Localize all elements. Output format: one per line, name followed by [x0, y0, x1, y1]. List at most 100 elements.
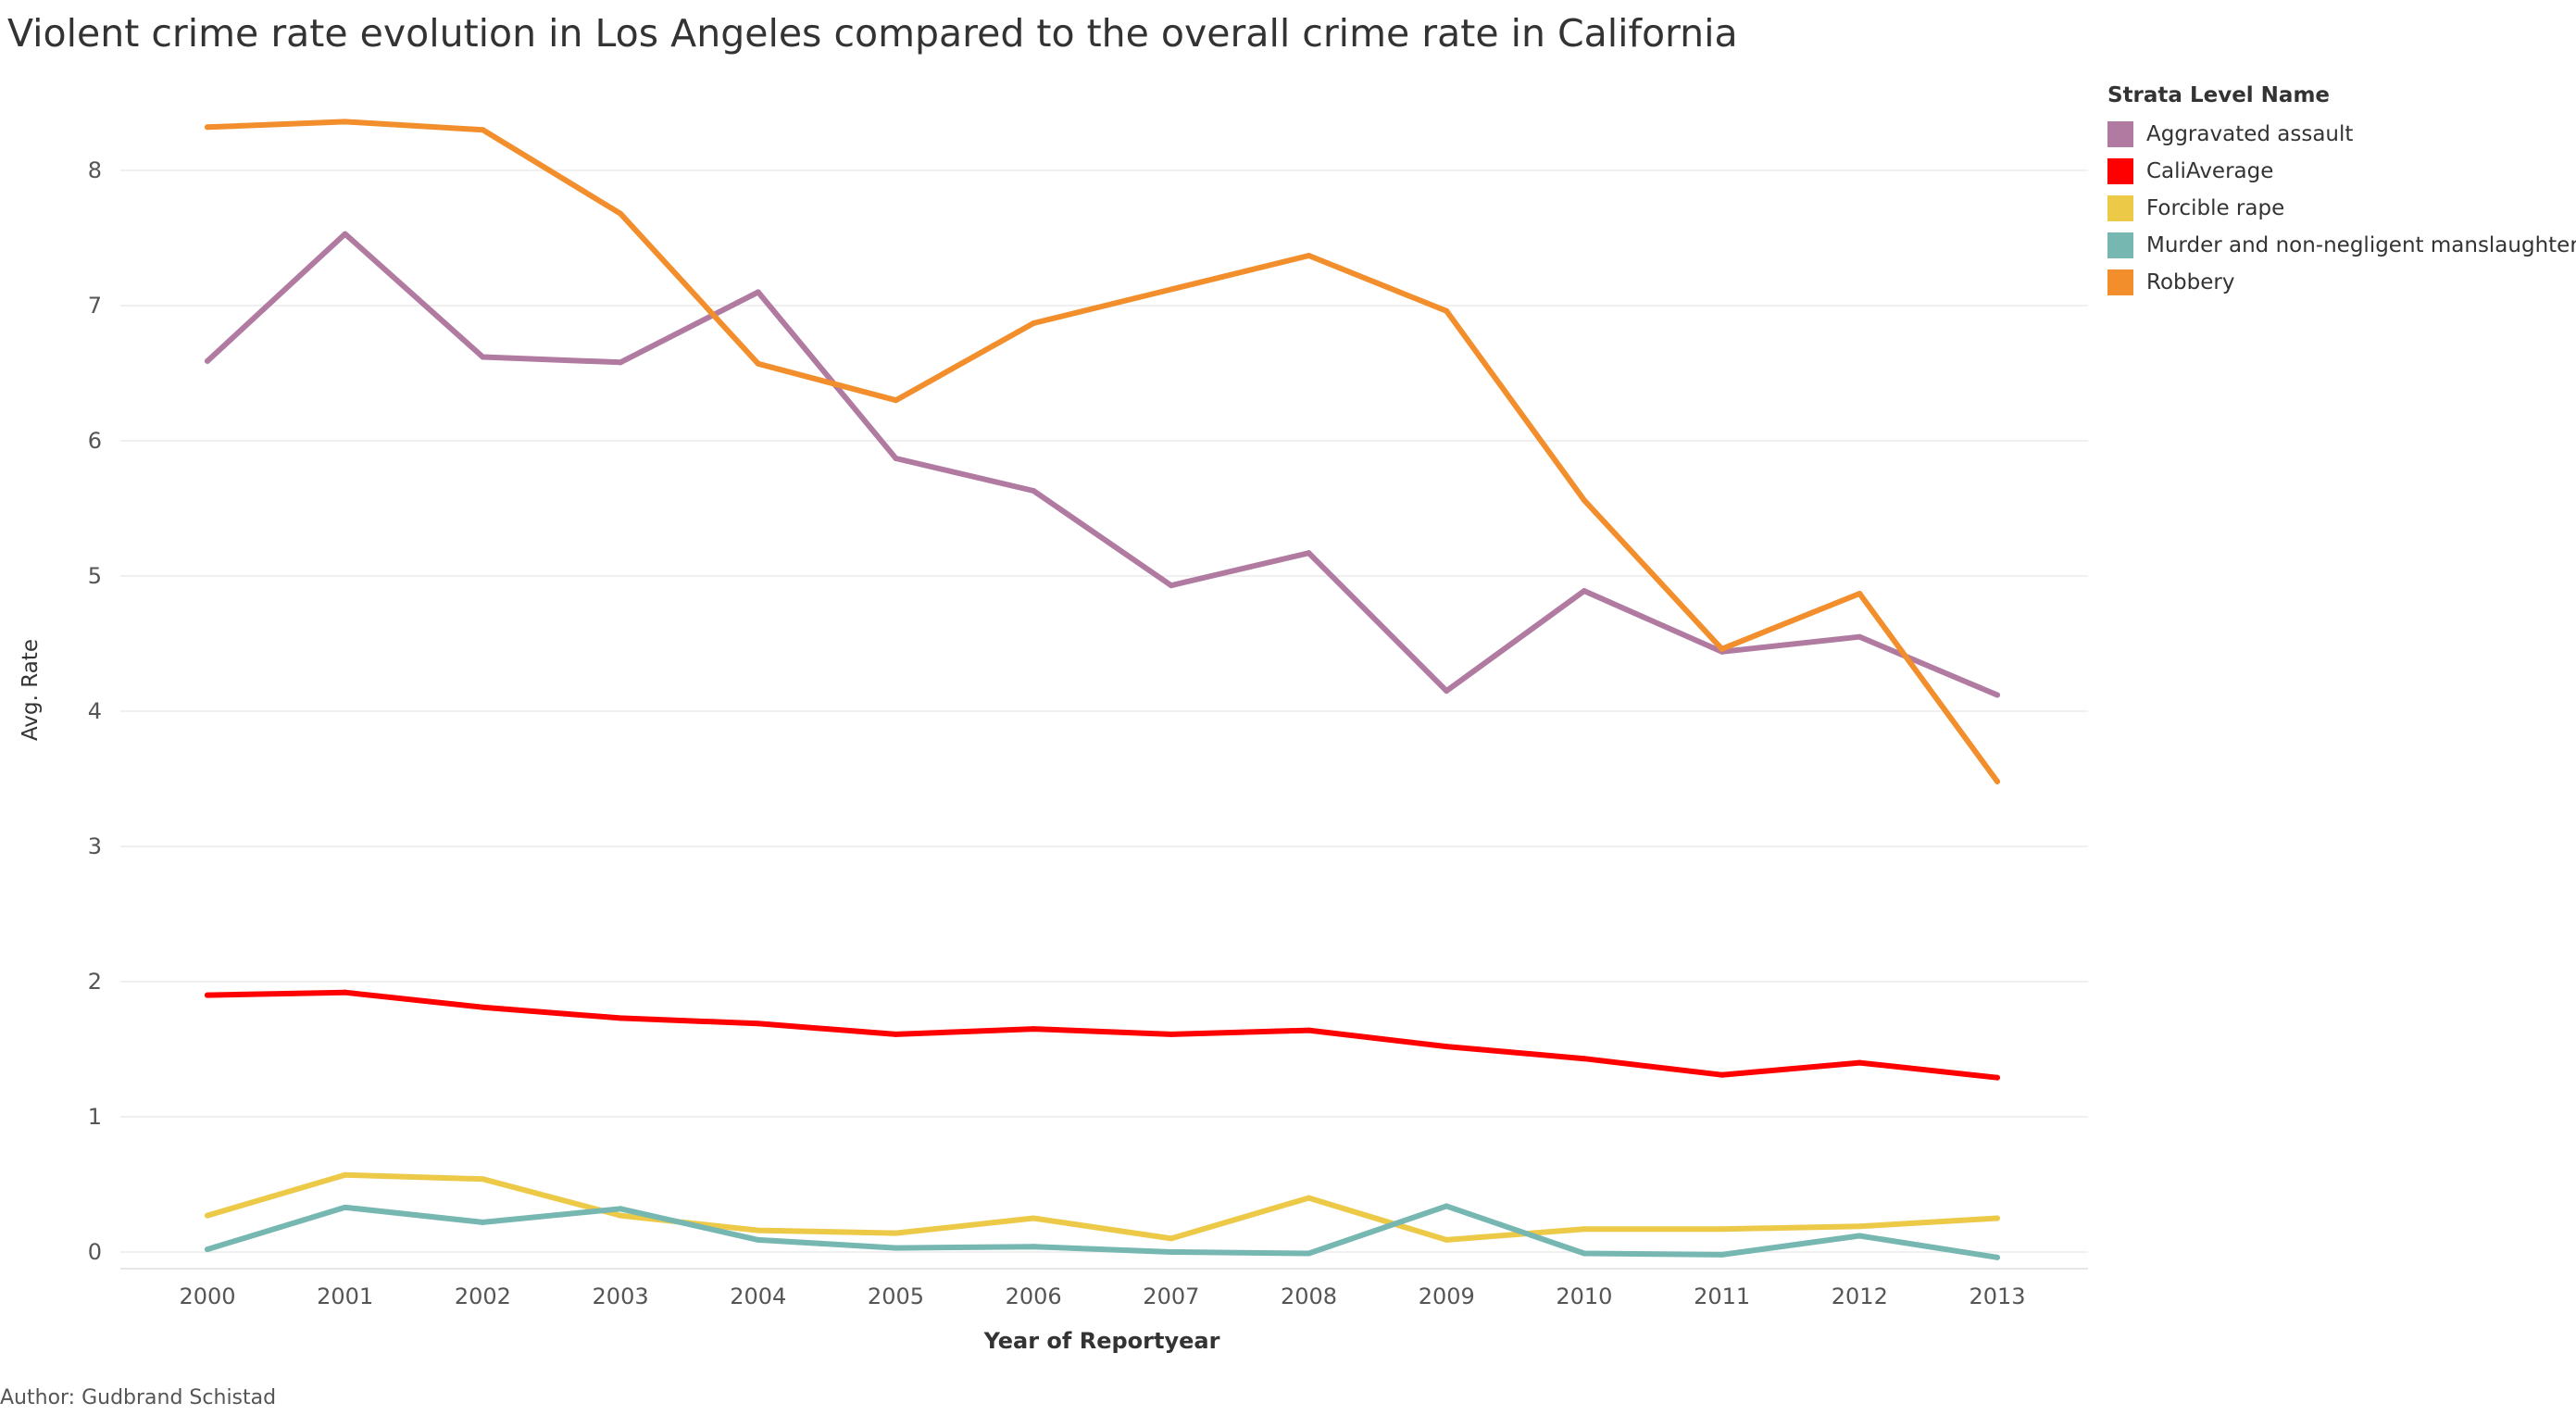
data-point[interactable]: [1581, 497, 1587, 504]
data-point[interactable]: [893, 455, 899, 461]
data-point[interactable]: [1581, 1056, 1587, 1062]
data-point[interactable]: [1168, 1235, 1174, 1242]
data-point[interactable]: [205, 1246, 210, 1253]
data-point[interactable]: [342, 989, 348, 996]
data-point[interactable]: [1857, 1059, 1863, 1066]
data-point[interactable]: [1857, 633, 1863, 640]
data-point[interactable]: [1719, 645, 1725, 652]
data-point[interactable]: [1168, 1031, 1174, 1037]
data-point[interactable]: [1168, 286, 1174, 293]
x-tick-label: 2005: [868, 1284, 924, 1309]
series-line-forcible-rape[interactable]: [205, 1171, 2000, 1243]
data-point[interactable]: [342, 119, 348, 125]
data-point[interactable]: [1857, 590, 1863, 596]
data-point[interactable]: [755, 360, 761, 367]
data-point[interactable]: [755, 1236, 761, 1243]
legend-item[interactable]: Aggravated assault: [2107, 116, 2576, 153]
legend-title: Strata Level Name: [2107, 83, 2331, 107]
data-point[interactable]: [1444, 1044, 1450, 1050]
data-point[interactable]: [618, 359, 624, 366]
data-point[interactable]: [480, 1176, 486, 1183]
data-point[interactable]: [1031, 1026, 1037, 1033]
data-point[interactable]: [1306, 252, 1312, 258]
y-axis-ticks: 0 1 2 3 4 5 6 7 8: [88, 157, 102, 1265]
data-point[interactable]: [480, 1219, 486, 1225]
x-tick-label: 2004: [730, 1284, 786, 1309]
data-point[interactable]: [1995, 1254, 2000, 1260]
data-point[interactable]: [1306, 550, 1312, 557]
data-point[interactable]: [1444, 688, 1450, 695]
legend-label: Robbery: [2146, 270, 2235, 294]
data-point[interactable]: [1306, 1250, 1312, 1257]
data-point[interactable]: [618, 1206, 624, 1212]
data-point[interactable]: [342, 1204, 348, 1210]
y-tick-label: 6: [88, 428, 102, 454]
series-line-robbery[interactable]: [205, 119, 2000, 784]
data-point[interactable]: [1031, 319, 1037, 326]
legend-label: CaliAverage: [2146, 159, 2274, 183]
data-point[interactable]: [1306, 1195, 1312, 1201]
data-point[interactable]: [1168, 1249, 1174, 1255]
data-point[interactable]: [205, 992, 210, 998]
series-line-aggravated-assault[interactable]: [205, 231, 2000, 698]
data-point[interactable]: [1031, 488, 1037, 495]
legend-items: Aggravated assault CaliAverage Forcible ra…: [2107, 116, 2576, 301]
legend-item[interactable]: Murder and non-negligent manslaughter: [2107, 227, 2576, 264]
data-point[interactable]: [1719, 1071, 1725, 1078]
data-point[interactable]: [1719, 1226, 1725, 1233]
legend-item[interactable]: CaliAverage: [2107, 153, 2576, 190]
data-point[interactable]: [893, 1230, 899, 1236]
data-point[interactable]: [205, 124, 210, 131]
data-point[interactable]: [1995, 1215, 2000, 1221]
data-point[interactable]: [1719, 1251, 1725, 1258]
data-point[interactable]: [618, 210, 624, 217]
data-point[interactable]: [1581, 1250, 1587, 1257]
data-point[interactable]: [1995, 1074, 2000, 1081]
legend-swatch: [2107, 158, 2133, 184]
data-point[interactable]: [1581, 588, 1587, 595]
data-point[interactable]: [205, 1212, 210, 1219]
chart-title: Violent crime rate evolution in Los Ange…: [7, 11, 1738, 56]
series-line-caliaverage[interactable]: [205, 989, 2000, 1081]
data-point[interactable]: [1857, 1223, 1863, 1230]
legend-swatch: [2107, 121, 2133, 147]
data-point[interactable]: [893, 1031, 899, 1037]
data-point[interactable]: [755, 1227, 761, 1233]
data-point[interactable]: [1857, 1233, 1863, 1239]
legend-label: Forcible rape: [2146, 196, 2285, 220]
data-point[interactable]: [1031, 1215, 1037, 1221]
data-point[interactable]: [893, 1245, 899, 1251]
data-point[interactable]: [755, 1021, 761, 1027]
data-point[interactable]: [480, 1004, 486, 1010]
data-point[interactable]: [1444, 1236, 1450, 1243]
data-point[interactable]: [342, 231, 348, 237]
gridlines: [120, 169, 2088, 1270]
legend-label: Aggravated assault: [2146, 122, 2354, 146]
x-tick-label: 2003: [593, 1284, 649, 1309]
data-point[interactable]: [1168, 582, 1174, 589]
data-point[interactable]: [755, 289, 761, 295]
x-tick-label: 2008: [1281, 1284, 1337, 1309]
data-point[interactable]: [480, 127, 486, 133]
data-point[interactable]: [618, 1015, 624, 1021]
series-lines: [205, 119, 2000, 1260]
data-point[interactable]: [1031, 1244, 1037, 1250]
y-tick-label: 7: [88, 293, 102, 319]
legend-item[interactable]: Forcible rape: [2107, 190, 2576, 227]
data-point[interactable]: [1444, 307, 1450, 314]
data-point[interactable]: [1995, 778, 2000, 784]
data-point[interactable]: [480, 354, 486, 360]
data-point[interactable]: [205, 357, 210, 364]
data-point[interactable]: [618, 1212, 624, 1219]
data-point[interactable]: [1306, 1027, 1312, 1033]
x-tick-label: 2012: [1832, 1284, 1888, 1309]
series-line-murder-and-non-negligent-manslaughter[interactable]: [205, 1203, 2000, 1260]
data-point[interactable]: [342, 1171, 348, 1178]
legend-item[interactable]: Robbery: [2107, 264, 2576, 301]
data-point[interactable]: [1995, 692, 2000, 698]
data-point[interactable]: [1581, 1226, 1587, 1233]
data-point[interactable]: [1444, 1203, 1450, 1209]
x-tick-label: 2007: [1143, 1284, 1199, 1309]
data-point[interactable]: [893, 397, 899, 404]
